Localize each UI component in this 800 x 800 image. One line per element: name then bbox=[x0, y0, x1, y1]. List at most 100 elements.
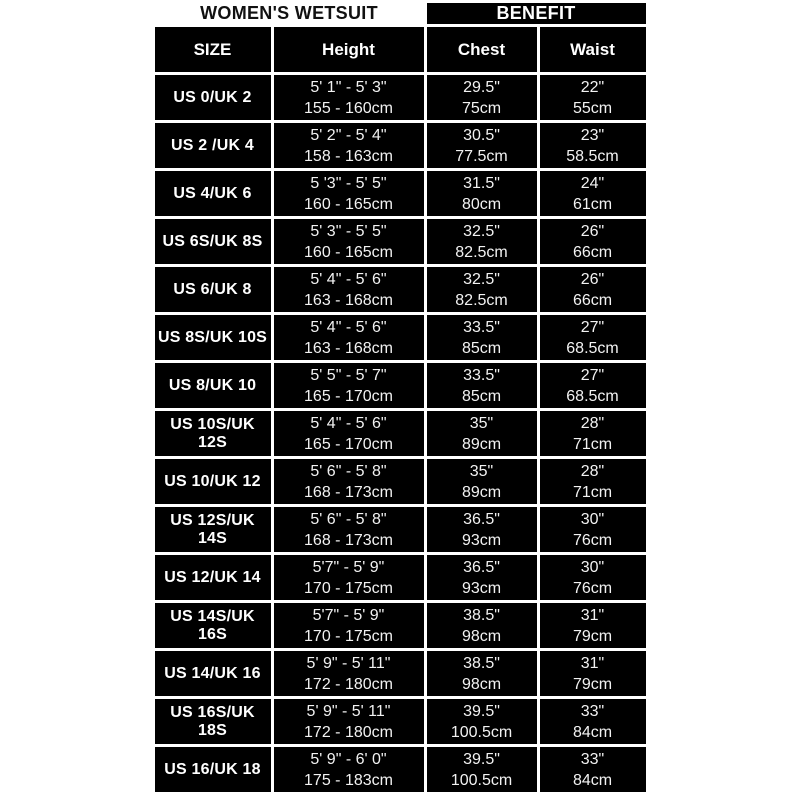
waist-inches: 30" bbox=[580, 510, 605, 528]
height-cell: 5' 4" - 5' 6" 163 - 168cm bbox=[273, 315, 424, 360]
height-cell: 5'7" - 5' 9" 170 - 175cm bbox=[273, 555, 424, 600]
size-cell: US 2 /UK 4 bbox=[154, 123, 271, 168]
size-cell: US 6/UK 8 bbox=[154, 267, 271, 312]
waist-cm: 71cm bbox=[572, 483, 613, 501]
table-row: US 10/UK 12 5' 6" - 5' 8" 168 - 173cm 35… bbox=[154, 459, 646, 504]
chest-inches: 32.5" bbox=[463, 270, 500, 288]
chest-cm: 98cm bbox=[461, 675, 502, 693]
height-cell: 5'7" - 5' 9" 170 - 175cm bbox=[273, 603, 424, 648]
chest-cell: 36.5" 93cm bbox=[426, 507, 537, 552]
size-cell: US 14/UK 16 bbox=[154, 651, 271, 696]
waist-cm: 66cm bbox=[572, 243, 613, 261]
height-cm: 168 - 173cm bbox=[304, 531, 393, 549]
chest-inches: 39.5" bbox=[463, 750, 500, 768]
chest-cm: 100.5cm bbox=[450, 771, 513, 789]
table-row: US 4/UK 6 5 '3" - 5' 5" 160 - 165cm 31.5… bbox=[154, 171, 646, 216]
size-chart-table: WOMEN'S WETSUIT BENEFIT SIZE Height Ches… bbox=[152, 0, 649, 795]
waist-inches: 27" bbox=[580, 366, 605, 384]
size-cell: US 16/UK 18 bbox=[154, 747, 271, 792]
column-header-waist: Waist bbox=[539, 27, 646, 72]
waist-cell: 24" 61cm bbox=[539, 171, 646, 216]
chest-inches: 33.5" bbox=[463, 318, 500, 336]
height-inches: 5' 4" - 5' 6" bbox=[310, 414, 387, 432]
chest-cm: 75cm bbox=[461, 99, 502, 117]
chest-cell: 32.5" 82.5cm bbox=[426, 219, 537, 264]
height-inches: 5 '3" - 5' 5" bbox=[310, 174, 387, 192]
title-row: WOMEN'S WETSUIT BENEFIT bbox=[154, 3, 646, 24]
waist-inches: 27" bbox=[580, 318, 605, 336]
chest-inches: 32.5" bbox=[463, 222, 500, 240]
waist-inches: 31" bbox=[580, 606, 605, 624]
height-cm: 165 - 170cm bbox=[304, 387, 393, 405]
right-title: BENEFIT bbox=[426, 3, 646, 24]
chest-cell: 38.5" 98cm bbox=[426, 603, 537, 648]
waist-cm: 79cm bbox=[572, 675, 613, 693]
waist-inches: 23" bbox=[580, 126, 605, 144]
size-cell: US 0/UK 2 bbox=[154, 75, 271, 120]
waist-cell: 27" 68.5cm bbox=[539, 363, 646, 408]
height-inches: 5' 5" - 5' 7" bbox=[310, 366, 387, 384]
height-cell: 5 '3" - 5' 5" 160 - 165cm bbox=[273, 171, 424, 216]
table-row: US 8S/UK 10S 5' 4" - 5' 6" 163 - 168cm 3… bbox=[154, 315, 646, 360]
table-row: US 16S/UK 18S 5' 9" - 5' 11" 172 - 180cm… bbox=[154, 699, 646, 744]
size-cell: US 14S/UK 16S bbox=[154, 603, 271, 648]
height-cm: 158 - 163cm bbox=[304, 147, 393, 165]
chest-cell: 29.5" 75cm bbox=[426, 75, 537, 120]
chest-cm: 85cm bbox=[461, 387, 502, 405]
height-cell: 5' 9" - 6' 0" 175 - 183cm bbox=[273, 747, 424, 792]
height-cm: 155 - 160cm bbox=[304, 99, 393, 117]
height-cell: 5' 2" - 5' 4" 158 - 163cm bbox=[273, 123, 424, 168]
chest-cm: 80cm bbox=[461, 195, 502, 213]
table-row: US 0/UK 2 5' 1" - 5' 3" 155 - 160cm 29.5… bbox=[154, 75, 646, 120]
chest-inches: 30.5" bbox=[463, 126, 500, 144]
waist-cm: 71cm bbox=[572, 435, 613, 453]
size-chart-header: WOMEN'S WETSUIT BENEFIT SIZE Height Ches… bbox=[154, 3, 646, 72]
chest-inches: 38.5" bbox=[463, 606, 500, 624]
table-row: US 10S/UK 12S 5' 4" - 5' 6" 165 - 170cm … bbox=[154, 411, 646, 456]
waist-cell: 30" 76cm bbox=[539, 555, 646, 600]
table-row: US 2 /UK 4 5' 2" - 5' 4" 158 - 163cm 30.… bbox=[154, 123, 646, 168]
chest-inches: 38.5" bbox=[463, 654, 500, 672]
table-row: US 16/UK 18 5' 9" - 6' 0" 175 - 183cm 39… bbox=[154, 747, 646, 792]
chest-cell: 33.5" 85cm bbox=[426, 315, 537, 360]
height-cell: 5' 9" - 5' 11" 172 - 180cm bbox=[273, 651, 424, 696]
size-cell: US 6S/UK 8S bbox=[154, 219, 271, 264]
table-row: US 12S/UK 14S 5' 6" - 5' 8" 168 - 173cm … bbox=[154, 507, 646, 552]
waist-cell: 31" 79cm bbox=[539, 603, 646, 648]
chest-cm: 100.5cm bbox=[450, 723, 513, 741]
waist-cell: 26" 66cm bbox=[539, 267, 646, 312]
chest-cell: 31.5" 80cm bbox=[426, 171, 537, 216]
height-cell: 5' 5" - 5' 7" 165 - 170cm bbox=[273, 363, 424, 408]
height-cm: 160 - 165cm bbox=[304, 195, 393, 213]
height-inches: 5' 6" - 5' 8" bbox=[310, 462, 387, 480]
chest-cell: 39.5" 100.5cm bbox=[426, 747, 537, 792]
table-row: US 6S/UK 8S 5' 3" - 5' 5" 160 - 165cm 32… bbox=[154, 219, 646, 264]
height-cell: 5' 6" - 5' 8" 168 - 173cm bbox=[273, 507, 424, 552]
waist-cm: 58.5cm bbox=[566, 147, 619, 165]
chest-cm: 85cm bbox=[461, 339, 502, 357]
waist-cell: 22" 55cm bbox=[539, 75, 646, 120]
waist-inches: 31" bbox=[580, 654, 605, 672]
waist-inches: 26" bbox=[580, 270, 605, 288]
waist-inches: 26" bbox=[580, 222, 605, 240]
waist-cm: 68.5cm bbox=[566, 339, 619, 357]
chest-cell: 39.5" 100.5cm bbox=[426, 699, 537, 744]
height-inches: 5' 6" - 5' 8" bbox=[310, 510, 387, 528]
left-title: WOMEN'S WETSUIT bbox=[154, 3, 424, 24]
chest-cell: 38.5" 98cm bbox=[426, 651, 537, 696]
waist-inches: 24" bbox=[580, 174, 605, 192]
column-header-row: SIZE Height Chest Waist bbox=[154, 27, 646, 72]
height-cm: 168 - 173cm bbox=[304, 483, 393, 501]
size-cell: US 16S/UK 18S bbox=[154, 699, 271, 744]
height-inches: 5' 3" - 5' 5" bbox=[310, 222, 387, 240]
height-cm: 160 - 165cm bbox=[304, 243, 393, 261]
height-cm: 175 - 183cm bbox=[304, 771, 393, 789]
waist-cell: 27" 68.5cm bbox=[539, 315, 646, 360]
waist-inches: 33" bbox=[580, 702, 605, 720]
waist-inches: 22" bbox=[580, 78, 605, 96]
waist-cm: 66cm bbox=[572, 291, 613, 309]
chest-cm: 77.5cm bbox=[455, 147, 508, 165]
size-cell: US 8S/UK 10S bbox=[154, 315, 271, 360]
chest-cell: 30.5" 77.5cm bbox=[426, 123, 537, 168]
waist-cell: 26" 66cm bbox=[539, 219, 646, 264]
